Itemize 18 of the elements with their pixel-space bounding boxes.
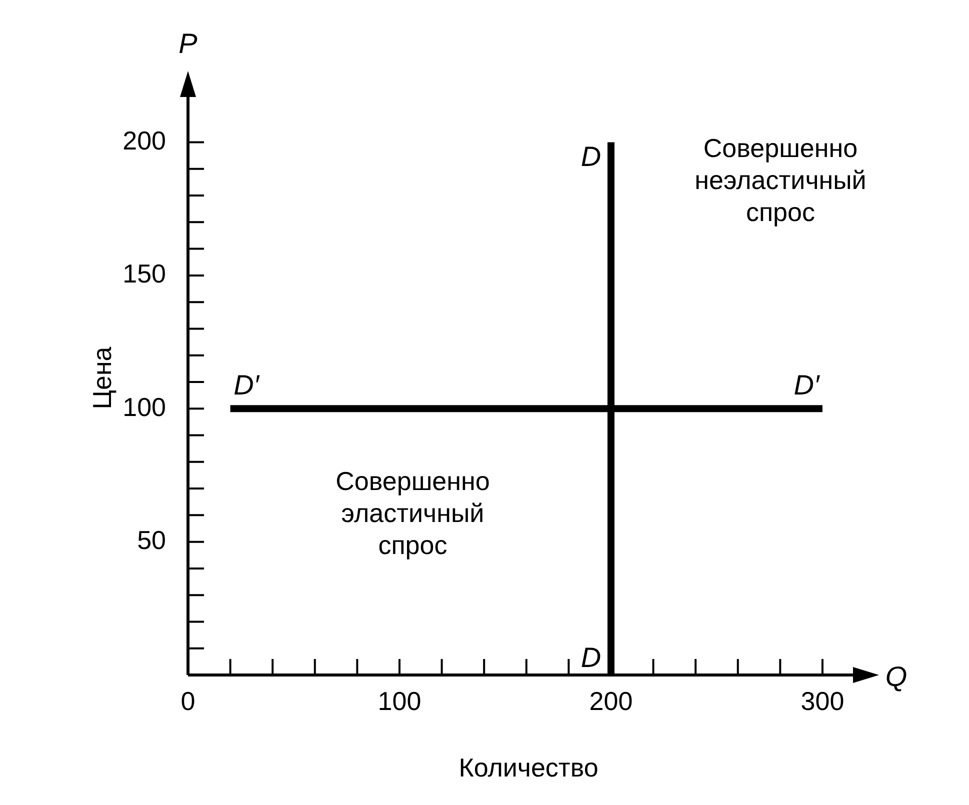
text: Q [885,660,908,692]
annotation: Совершенно эластичный спрос [336,466,490,560]
y-tick-label: 50 [137,524,166,555]
annotation: Совершенно неэластичный спрос [694,133,866,228]
y-tick-label: 100 [122,392,166,422]
x-tick-label: 300 [800,686,844,716]
x-tick-label: 0 [180,686,196,716]
annotation: D′ [794,369,821,400]
text: P [178,28,198,60]
annotation: D [580,141,602,172]
y-tick-label: 200 [122,125,166,156]
x-tick-label: 200 [589,686,633,716]
y-tick-label: 150 [122,258,166,289]
x-tick-label: 100 [378,686,422,716]
annotation: D [580,642,602,673]
x-axis-title: Количество [458,752,598,783]
annotation: D′ [234,369,261,400]
y-axis-title: Цена [86,346,117,410]
